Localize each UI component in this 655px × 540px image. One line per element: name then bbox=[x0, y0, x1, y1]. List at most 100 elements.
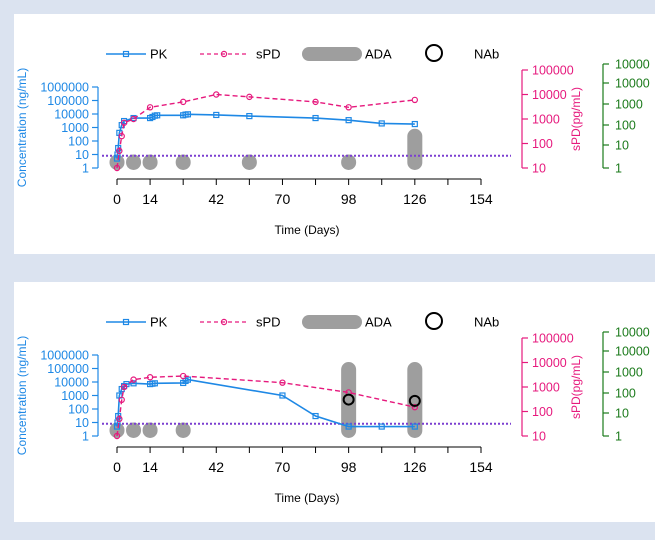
legend-pk-label: PK bbox=[150, 47, 168, 62]
pk-point bbox=[345, 423, 352, 430]
ada-bar-4 bbox=[241, 154, 257, 170]
left-tick-label: 10000 bbox=[54, 376, 89, 390]
right-tick-label: 10 bbox=[532, 162, 546, 176]
third-tick-label: 1000 bbox=[615, 98, 643, 112]
pk-point bbox=[312, 412, 319, 420]
x-tick-label: 14 bbox=[142, 191, 158, 207]
left-tick-label: 1000000 bbox=[40, 349, 89, 363]
spd-point bbox=[118, 396, 125, 404]
x-tick-label: 0 bbox=[113, 459, 121, 475]
pk-series-line bbox=[116, 378, 415, 428]
pk-point bbox=[130, 380, 137, 387]
third-tick-label: 10000 bbox=[615, 58, 650, 72]
pk-point bbox=[411, 120, 418, 128]
third-tick-label: 10000 bbox=[615, 326, 650, 340]
pk-series-line bbox=[116, 113, 415, 159]
spd-point bbox=[130, 376, 137, 383]
spd-point bbox=[345, 104, 352, 111]
pk-point bbox=[246, 112, 253, 120]
legend-pk-marker bbox=[122, 50, 130, 58]
right-tick-label: 10000 bbox=[532, 88, 567, 102]
legend-spd-marker bbox=[220, 318, 228, 326]
third-tick-label: 10000 bbox=[615, 345, 650, 359]
left-tick-label: 1 bbox=[82, 430, 89, 444]
left-axis-title: Concentration (ng/mL) bbox=[15, 336, 29, 455]
right-tick-label: 10000 bbox=[532, 356, 567, 370]
ada-bar-5 bbox=[341, 154, 357, 170]
x-tick-label: 42 bbox=[208, 459, 224, 475]
x-tick-label: 126 bbox=[403, 459, 427, 475]
pk-point bbox=[345, 117, 352, 124]
spd-point bbox=[120, 119, 128, 126]
right-axis-title: sPD(pg/mL) bbox=[569, 87, 583, 151]
pk-point bbox=[113, 423, 121, 430]
chart-panel-1: 1 10 100 1000 10000 100000 1000000 Concentratio… bbox=[14, 14, 655, 254]
right-tick-label: 100 bbox=[532, 137, 553, 151]
spd-point bbox=[116, 415, 123, 423]
x-tick-label: 98 bbox=[341, 191, 357, 207]
spd-point bbox=[113, 432, 121, 440]
spd-point bbox=[312, 98, 319, 106]
third-tick-label: 100 bbox=[615, 387, 636, 401]
ada-bar-2 bbox=[142, 422, 158, 438]
legend-nab-label: NAb bbox=[474, 47, 499, 62]
third-tick-label: 1 bbox=[615, 430, 622, 444]
x-axis-title: Time (Days) bbox=[275, 223, 340, 237]
third-tick-label: 100 bbox=[615, 119, 636, 133]
chart-panel-2: 1 10 100 1000 10000 100000 1000000 Concentratio… bbox=[14, 282, 655, 522]
left-tick-label: 1000 bbox=[61, 121, 89, 135]
pk-point bbox=[113, 155, 121, 162]
right-tick-label: 10 bbox=[532, 430, 546, 444]
nab-marker-1 bbox=[408, 394, 421, 407]
left-tick-label: 10 bbox=[75, 148, 89, 162]
ada-bar-2 bbox=[142, 154, 158, 170]
ada-bar-4 bbox=[341, 362, 357, 438]
legend-nab-label: NAb bbox=[474, 315, 499, 330]
spd-point bbox=[279, 379, 286, 386]
spd-point bbox=[113, 164, 121, 172]
left-tick-label: 100 bbox=[68, 403, 89, 417]
left-tick-label: 10 bbox=[75, 416, 89, 430]
x-tick-label: 98 bbox=[341, 459, 357, 475]
third-tick-label: 10 bbox=[615, 407, 629, 421]
spd-series-line bbox=[116, 375, 415, 437]
pk-point bbox=[184, 376, 192, 383]
spd-point bbox=[411, 96, 419, 104]
pk-point bbox=[279, 392, 286, 399]
left-tick-label: 100000 bbox=[47, 94, 89, 108]
spd-series-line bbox=[116, 93, 415, 169]
ada-bar-6 bbox=[407, 128, 423, 170]
legend-ada-marker bbox=[302, 47, 362, 61]
pk-point bbox=[312, 114, 319, 122]
spd-point bbox=[179, 98, 187, 106]
nab-marker-0 bbox=[342, 393, 355, 406]
x-tick-label: 154 bbox=[469, 459, 493, 475]
legend-nab-marker bbox=[425, 44, 443, 62]
legend-ada-marker bbox=[302, 315, 362, 329]
left-tick-label: 100000 bbox=[47, 362, 89, 376]
x-tick-label: 154 bbox=[469, 191, 493, 207]
chart-svg: 1101001000100001000001000000Concentratio… bbox=[15, 44, 650, 237]
pk-point bbox=[378, 423, 385, 430]
legend-ada-label: ADA bbox=[365, 47, 392, 62]
third-tick-label: 1000 bbox=[615, 366, 643, 380]
spd-point bbox=[213, 91, 220, 98]
right-tick-label: 100000 bbox=[532, 64, 574, 78]
x-tick-label: 42 bbox=[208, 191, 224, 207]
spd-point bbox=[118, 132, 125, 140]
right-tick-label: 100 bbox=[532, 405, 553, 419]
spd-point bbox=[120, 383, 128, 391]
spd-point bbox=[130, 115, 137, 123]
x-tick-label: 14 bbox=[142, 459, 158, 475]
pk-point bbox=[378, 120, 385, 127]
spd-point bbox=[146, 104, 154, 111]
third-tick-label: 10 bbox=[615, 139, 629, 153]
ada-bar-1 bbox=[126, 422, 142, 438]
pk-point bbox=[154, 112, 161, 119]
spd-point bbox=[411, 403, 419, 411]
legend-nab-marker bbox=[425, 312, 443, 330]
x-tick-label: 126 bbox=[403, 191, 427, 207]
x-tick-label: 70 bbox=[275, 459, 291, 475]
spd-point bbox=[116, 147, 123, 155]
right-tick-label: 100000 bbox=[532, 332, 574, 346]
